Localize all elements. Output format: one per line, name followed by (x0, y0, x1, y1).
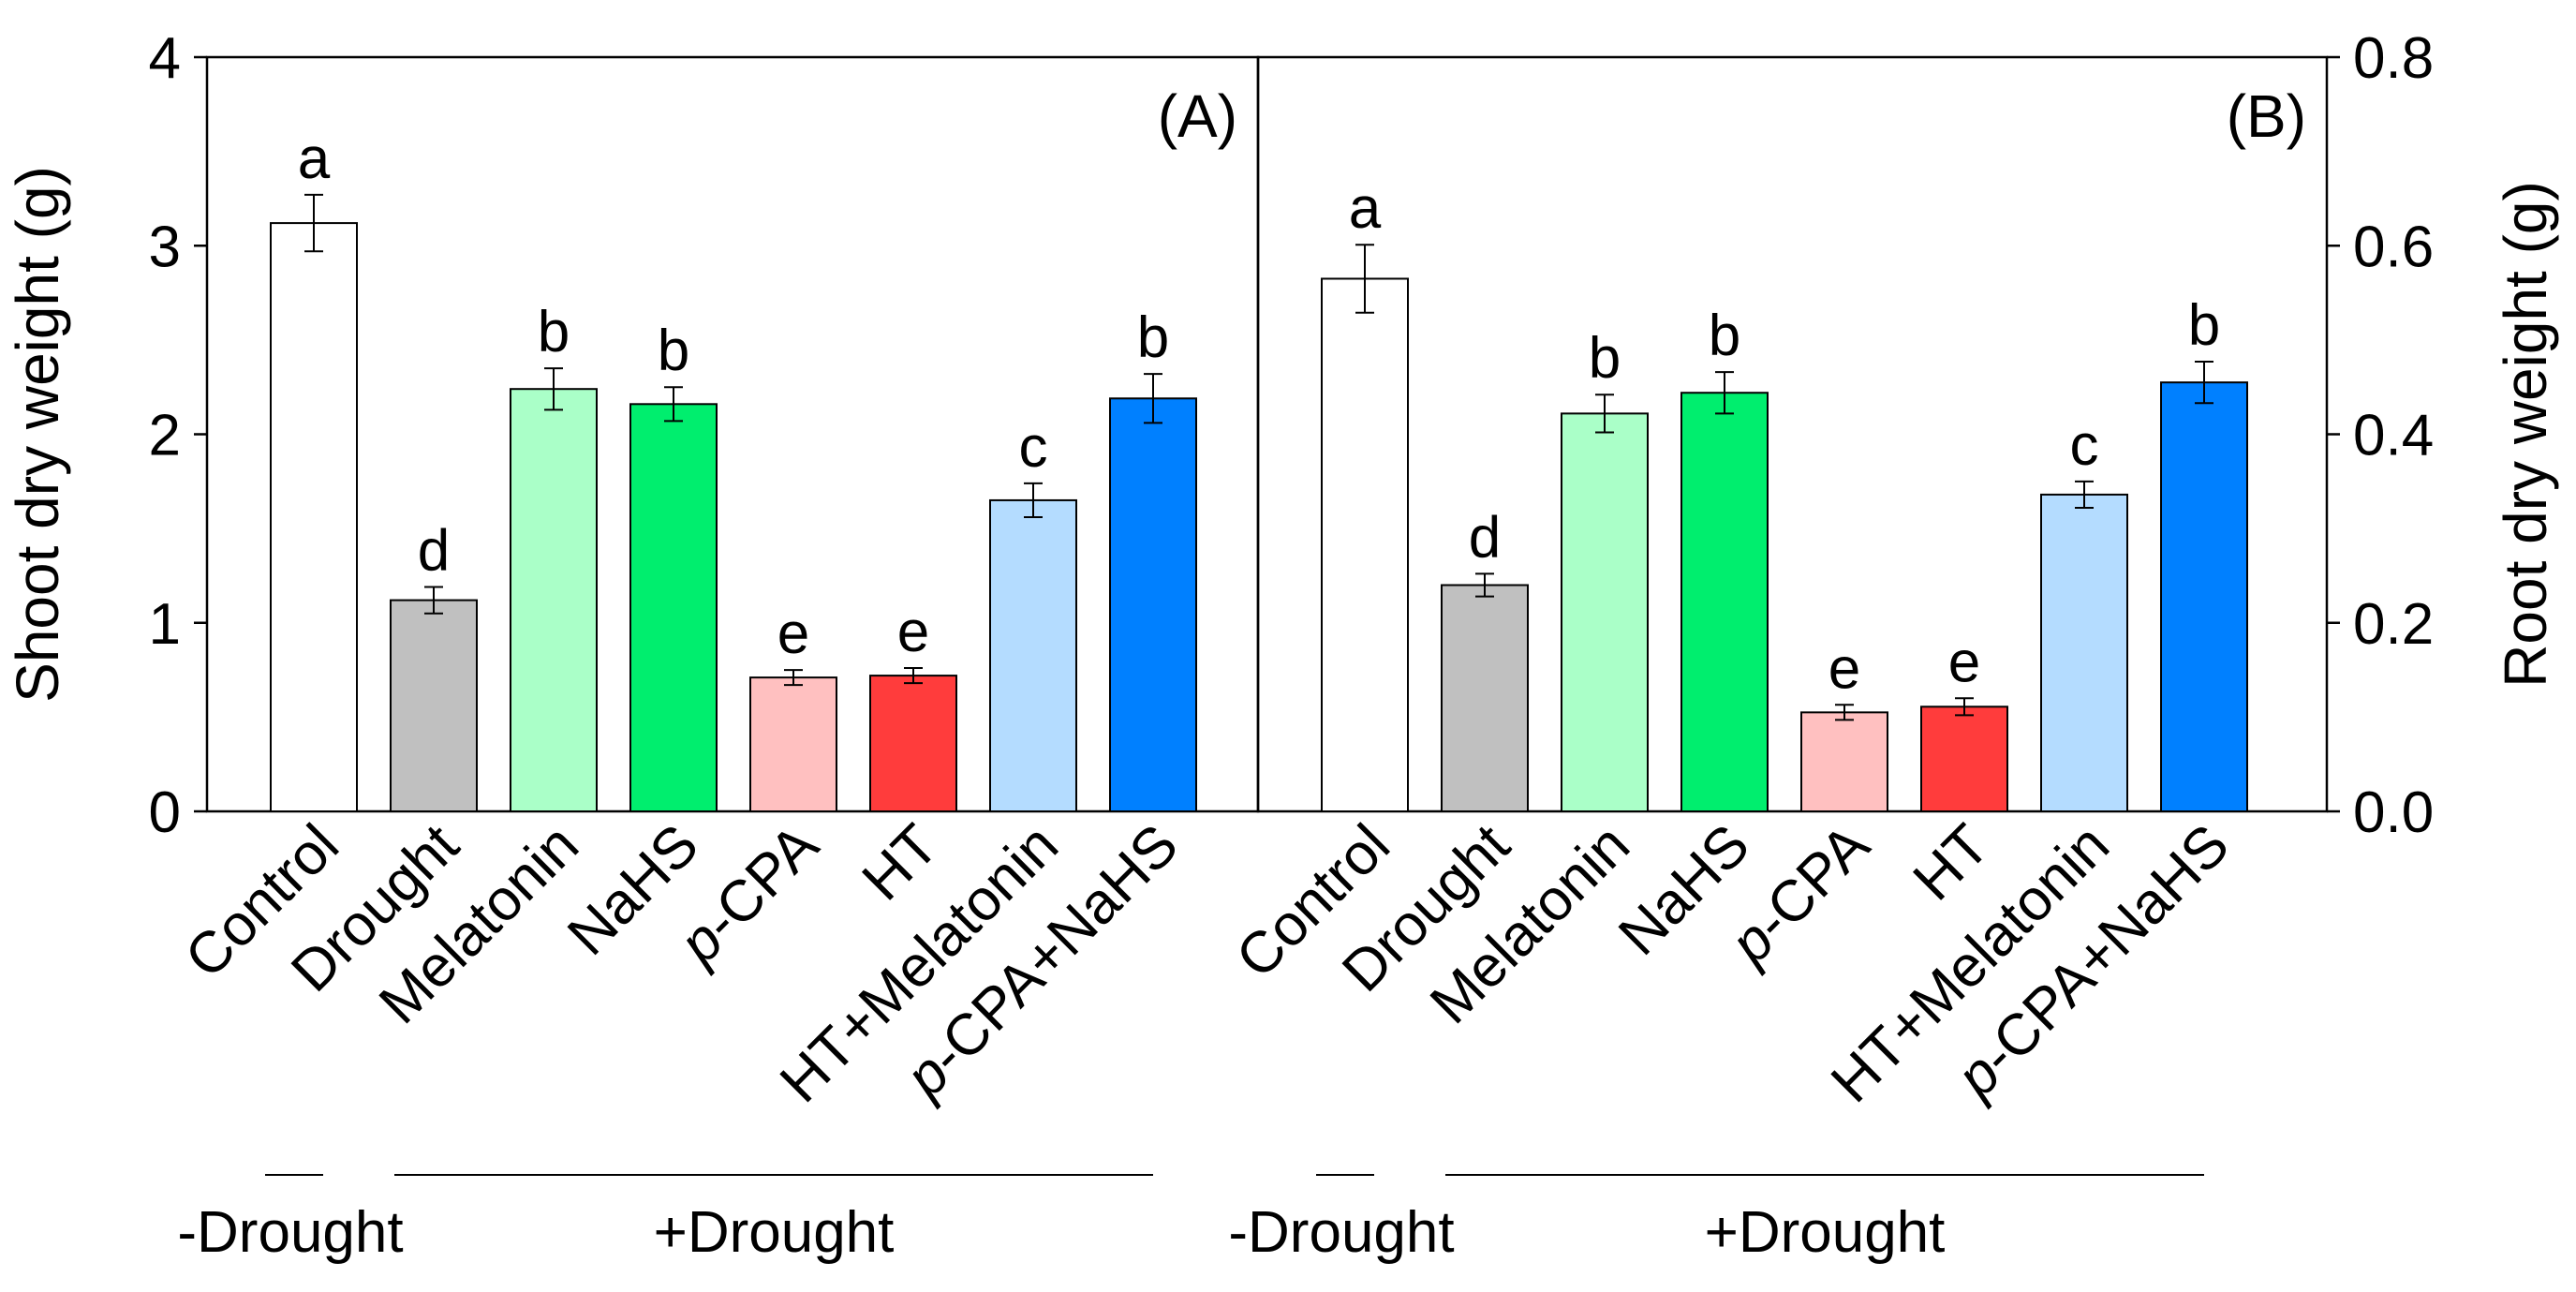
bar-control (270, 222, 358, 813)
bar-nahs (629, 403, 718, 812)
bar-p-cpa (1800, 711, 1888, 812)
significance-letter: a (1349, 176, 1382, 241)
group-label: -Drought (1228, 1200, 1454, 1265)
y-axis-label: Shoot dry weight (g) (4, 166, 71, 703)
bar-control (1321, 277, 1409, 812)
panel-label: (A) (1158, 82, 1237, 150)
significance-letter: b (1137, 305, 1169, 370)
y-tick-label: 0.0 (2353, 780, 2434, 845)
y-axis-label: Root dry weight (g) (2492, 181, 2559, 688)
y-tick-label: 0.8 (2353, 26, 2434, 91)
significance-letter: e (777, 601, 809, 666)
significance-letter: d (1469, 505, 1501, 570)
significance-letter: c (1019, 415, 1048, 480)
y-tick-label: 1 (149, 592, 181, 657)
bar-ht-melatonin (989, 498, 1077, 812)
bar-melatonin (510, 388, 598, 812)
bar-drought (390, 599, 478, 812)
x-tick-label: HT (1902, 812, 2002, 913)
bar-drought (1441, 584, 1529, 812)
bar-ht-melatonin (2040, 493, 2128, 813)
y-tick-label: 4 (149, 26, 181, 91)
x-tick-label: HT (851, 812, 951, 913)
bar-p-cpa-nahs (1109, 397, 1197, 812)
y-tick-label: 3 (149, 215, 181, 279)
significance-letter: e (897, 600, 929, 664)
significance-letter: b (538, 300, 570, 364)
panel-label: (B) (2227, 82, 2306, 150)
x-tick-label: p-CPA (666, 812, 832, 978)
y-tick-label: 2 (149, 404, 181, 468)
plot-frame-0 (205, 55, 1260, 813)
group-label: +Drought (1705, 1200, 1946, 1265)
significance-letter: e (1948, 630, 1980, 694)
significance-letter: b (1589, 326, 1621, 391)
y-tick-label: 0 (149, 780, 181, 845)
significance-letter: e (1828, 636, 1860, 701)
bar-p-cpa (749, 676, 837, 812)
bar-nahs (1680, 392, 1769, 812)
bar-ht (869, 675, 957, 812)
y-tick-label: 0.6 (2353, 215, 2434, 279)
bar-p-cpa-nahs (2160, 381, 2248, 812)
y-tick-label: 0.2 (2353, 592, 2434, 657)
x-tick-label: p-CPA (1717, 812, 1883, 978)
significance-letter: d (418, 519, 450, 584)
bar-ht (1920, 705, 2008, 813)
bar-melatonin (1561, 412, 1649, 812)
significance-letter: b (2188, 293, 2220, 358)
significance-letter: a (298, 126, 331, 191)
group-label: -Drought (177, 1200, 403, 1265)
group-label: +Drought (654, 1200, 895, 1265)
y-tick-label: 0.4 (2353, 404, 2434, 468)
significance-letter: b (1709, 304, 1740, 368)
significance-letter: b (658, 319, 689, 383)
significance-letter: c (2070, 413, 2099, 478)
